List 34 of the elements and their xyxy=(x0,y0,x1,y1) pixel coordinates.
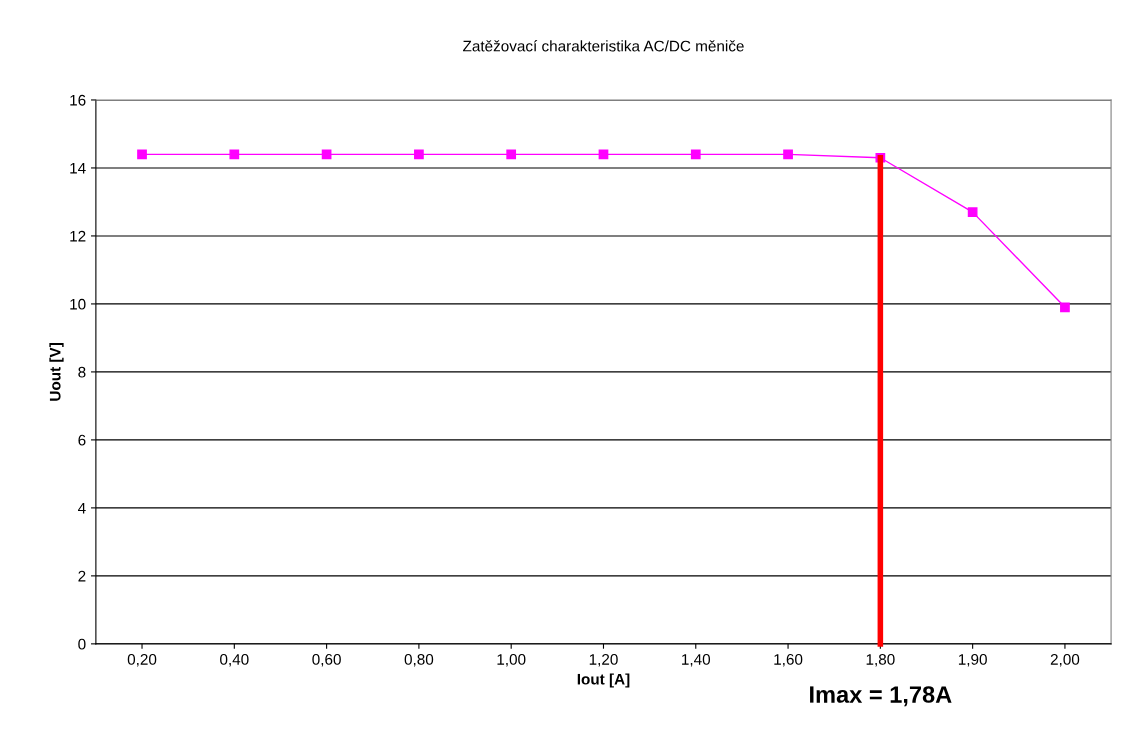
y-tick-label: 14 xyxy=(70,162,86,174)
x-tick-label: 0,20 xyxy=(127,653,157,667)
x-tick-label: 1,20 xyxy=(589,653,618,667)
point xyxy=(690,149,701,160)
y-tick-label: 6 xyxy=(78,434,86,446)
x-tick-label: 1,60 xyxy=(774,653,803,667)
ref-line-label: Imax = 1,78A xyxy=(810,686,952,707)
x-tick-label: 0,40 xyxy=(220,653,249,667)
y-tick-label: 12 xyxy=(70,230,86,242)
y-tick-label: 0 xyxy=(78,638,86,650)
point xyxy=(598,149,609,160)
y-tick-label: 10 xyxy=(70,298,86,310)
x-tick-label: 1,80 xyxy=(866,653,895,667)
point xyxy=(967,207,978,218)
x-axis-title: Iout [A] xyxy=(577,673,630,688)
x-tick-label: 1,40 xyxy=(682,653,711,667)
y-axis-title: Uout [V] xyxy=(49,343,64,401)
y-tick-label: 16 xyxy=(70,94,86,106)
point xyxy=(321,149,332,160)
point xyxy=(414,149,424,160)
chart-title: Zatěžovací charakteristika AC/DC měniče xyxy=(463,40,744,52)
x-tick-label: 0,80 xyxy=(404,653,434,667)
x-tick-label: 0,60 xyxy=(312,653,341,667)
y-tick-label: 2 xyxy=(78,570,86,582)
point xyxy=(229,149,240,160)
y-tick-label: 4 xyxy=(78,502,86,514)
x-tick-label: 2,00 xyxy=(1050,653,1080,667)
y-tick-label: 8 xyxy=(78,366,86,378)
point xyxy=(1060,302,1070,313)
x-tick-label: 1,90 xyxy=(958,653,987,667)
point xyxy=(783,149,793,160)
point xyxy=(506,149,517,160)
x-tick-label: 1,00 xyxy=(497,653,526,667)
point xyxy=(137,149,147,160)
